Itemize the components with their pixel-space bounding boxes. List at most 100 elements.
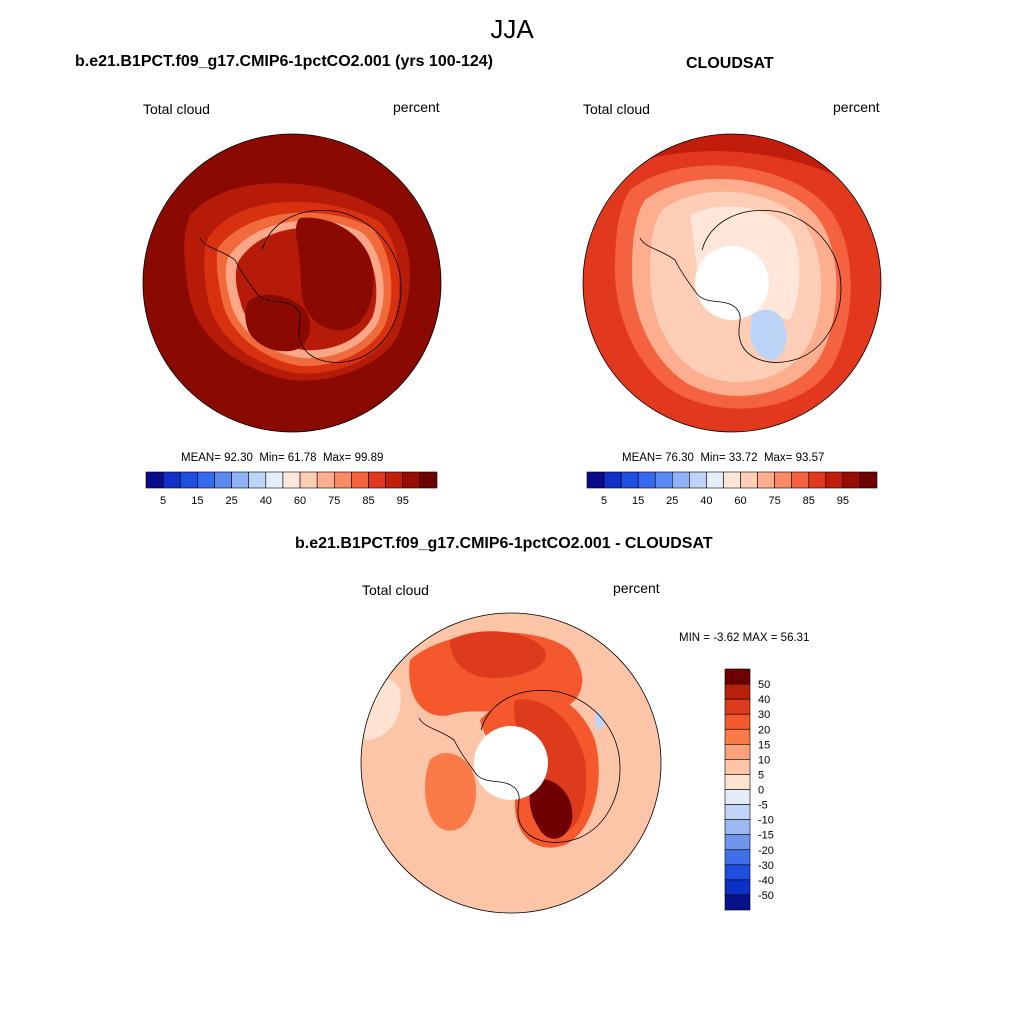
diff-field-contour-north-core xyxy=(450,631,546,679)
model-colorbar-box xyxy=(214,471,232,489)
model-field-contour-95-b xyxy=(245,294,311,352)
mean-label: MEAN= xyxy=(181,452,221,464)
obs-colorbar-box xyxy=(689,471,707,489)
obs-colorbar-box xyxy=(723,471,741,489)
diff-colorbar-box xyxy=(724,804,751,820)
obs-panel-stats: MEAN= 76.30 Min= 33.72 Max= 93.57 xyxy=(622,452,824,464)
model-field-contour-95 xyxy=(295,217,374,331)
max-value: 99.89 xyxy=(354,452,384,464)
max-value: 56.31 xyxy=(780,632,810,644)
model-panel-stats: MEAN= 92.30 Min= 61.78 Max= 99.89 xyxy=(181,452,383,464)
obs-panel-units-label: percent xyxy=(833,99,880,115)
obs-field-contour-40 xyxy=(750,309,787,360)
obs-colorbar-tick-label: 15 xyxy=(632,495,644,507)
max-label: Max= xyxy=(322,452,352,464)
mean-label: MEAN= xyxy=(622,452,662,464)
model-colorbar-tick-label: 60 xyxy=(294,495,306,507)
obs-colorbar-box xyxy=(757,471,775,489)
diff-panel-stats: MIN = -3.62 MAX = 56.31 xyxy=(679,632,809,644)
diff-colorbar-tick-label: -30 xyxy=(758,860,774,872)
diff-colorbar-box xyxy=(724,698,751,715)
obs-colorbar-tick-label: 5 xyxy=(601,495,607,507)
model-colorbar-box xyxy=(248,471,267,489)
obs-colorbar-box xyxy=(740,471,758,489)
obs-colorbar-box xyxy=(671,471,690,489)
obs-colorbar-box xyxy=(586,471,605,489)
diff-panel-variable-label: Total cloud xyxy=(362,582,429,598)
model-colorbar: 5 15 25 40 60 75 85 95 xyxy=(145,471,438,507)
model-panel-units-label: percent xyxy=(393,99,440,115)
diff-colorbar-box xyxy=(724,683,751,700)
model-colorbar-box xyxy=(299,471,318,489)
mean-value: 92.30 xyxy=(224,452,253,464)
diff-colorbar-tick-label: 5 xyxy=(758,769,764,781)
min-value: 61.78 xyxy=(287,452,317,464)
min-label: Min= xyxy=(259,452,285,464)
diff-colorbar-tick-label: 40 xyxy=(758,694,770,706)
obs-colorbar-box xyxy=(774,471,793,489)
diff-colorbar-box xyxy=(724,789,751,805)
model-colorbar-tick-label: 5 xyxy=(160,495,166,507)
model-coastline xyxy=(199,210,402,363)
model-colorbar-tick-label: 15 xyxy=(191,495,203,507)
diff-field-contour-max xyxy=(529,779,573,839)
model-colorbar-tick-label: 25 xyxy=(225,495,237,507)
obs-colorbar-tick-label: 75 xyxy=(769,495,781,507)
diff-colorbar-tick-label: -50 xyxy=(758,890,774,902)
diff-colorbar-tick-label: 30 xyxy=(758,709,770,721)
diff-colorbar-box xyxy=(724,834,751,851)
obs-colorbar-box xyxy=(842,471,861,489)
diff-colorbar-tick-label: 15 xyxy=(758,739,770,751)
obs-colorbar-box xyxy=(620,471,639,489)
model-colorbar-tick-label: 40 xyxy=(260,495,272,507)
model-panel-title: b.e21.B1PCT.f09_g17.CMIP6-1pctCO2.001 (y… xyxy=(75,53,493,70)
model-colorbar-tick-label: 95 xyxy=(397,495,409,507)
diff-colorbar-box xyxy=(724,668,751,685)
diff-colorbar-box xyxy=(724,864,751,881)
min-label: Min= xyxy=(700,452,726,464)
diff-colorbar-box xyxy=(724,774,751,790)
diff-map-border xyxy=(360,612,662,914)
obs-colorbar-tick-label: 25 xyxy=(666,495,678,507)
model-colorbar-box xyxy=(282,471,301,489)
obs-map-border xyxy=(582,133,882,433)
max-value: 93.57 xyxy=(795,452,825,464)
model-colorbar-tick-label: 75 xyxy=(328,495,340,507)
diff-colorbar-box xyxy=(724,728,751,745)
model-colorbar-box xyxy=(231,471,250,489)
diff-field-contour-negative xyxy=(594,711,604,730)
diff-colorbar-box xyxy=(724,894,751,911)
obs-panel-variable-label: Total cloud xyxy=(583,101,650,117)
model-colorbar-box xyxy=(402,471,421,489)
diff-colorbar-box xyxy=(724,713,751,730)
obs-colorbar-box xyxy=(808,471,827,489)
model-map xyxy=(142,133,442,433)
obs-panel-title: CLOUDSAT xyxy=(686,55,774,72)
diff-panel-units-label: percent xyxy=(613,580,660,596)
model-colorbar-box xyxy=(197,471,215,489)
diff-polar-gap xyxy=(474,726,548,800)
diff-colorbar-box xyxy=(724,879,751,896)
diff-colorbar-box xyxy=(724,849,751,866)
model-colorbar-box xyxy=(419,471,438,489)
obs-colorbar: 5 15 25 40 60 75 85 95 xyxy=(586,471,878,507)
model-colorbar-box xyxy=(316,471,335,489)
model-colorbar-box xyxy=(385,471,404,489)
diff-colorbar-box xyxy=(724,819,751,835)
model-colorbar-tick-label: 85 xyxy=(362,495,374,507)
diff-colorbar-tick-label: 20 xyxy=(758,724,770,736)
diff-colorbar-tick-label: -15 xyxy=(758,830,774,842)
obs-colorbar-box xyxy=(603,471,622,489)
model-colorbar-box xyxy=(162,471,181,489)
obs-map xyxy=(582,133,882,433)
model-colorbar-box xyxy=(333,471,352,489)
max-label: MAX = xyxy=(742,632,778,644)
obs-polar-gap xyxy=(695,246,769,320)
model-colorbar-box xyxy=(179,471,198,489)
model-panel-variable-label: Total cloud xyxy=(143,101,210,117)
diff-colorbar-tick-label: -5 xyxy=(758,800,768,812)
obs-colorbar-box xyxy=(706,471,724,489)
min-value: -3.62 xyxy=(713,632,740,644)
